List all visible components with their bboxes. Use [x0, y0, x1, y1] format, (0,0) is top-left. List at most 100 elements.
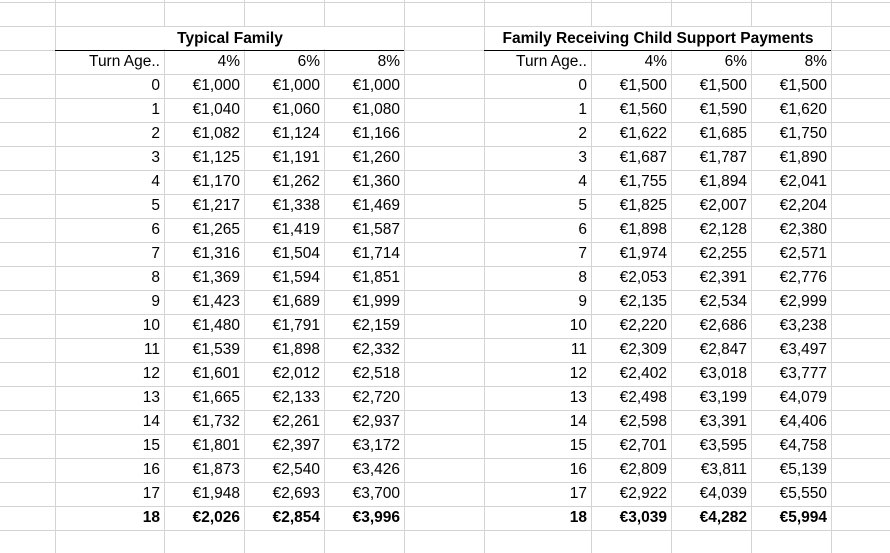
value-cell[interactable]: €2,571 — [779, 245, 827, 262]
value-cell[interactable]: €1,999 — [352, 293, 400, 310]
value-cell[interactable]: €3,391 — [699, 413, 747, 430]
value-cell[interactable]: €1,360 — [352, 173, 400, 190]
value-cell[interactable]: €1,000 — [352, 77, 400, 94]
value-cell[interactable]: €1,000 — [192, 77, 240, 94]
header-rate[interactable]: 4% — [644, 53, 667, 70]
value-cell[interactable]: €1,082 — [192, 125, 240, 142]
value-cell[interactable]: €3,777 — [779, 365, 827, 382]
value-cell[interactable]: €1,125 — [192, 149, 240, 166]
value-cell[interactable]: €1,590 — [699, 101, 747, 118]
value-cell[interactable]: €2,999 — [779, 293, 827, 310]
header-rate[interactable]: 6% — [297, 53, 320, 70]
value-cell[interactable]: €1,825 — [619, 197, 667, 214]
age-cell[interactable]: 12 — [142, 365, 160, 382]
age-cell[interactable]: 13 — [569, 389, 587, 406]
value-cell[interactable]: €5,550 — [779, 485, 827, 502]
value-cell[interactable]: €1,974 — [619, 245, 667, 262]
age-cell[interactable]: 1 — [578, 101, 587, 118]
value-cell[interactable]: €2,598 — [619, 413, 667, 430]
age-cell[interactable]: 4 — [578, 173, 587, 190]
age-cell[interactable]: 11 — [570, 341, 587, 358]
value-cell[interactable]: €2,701 — [619, 437, 667, 454]
age-cell[interactable]: 16 — [569, 461, 587, 478]
value-cell[interactable]: €1,898 — [619, 221, 667, 238]
value-cell[interactable]: €1,217 — [192, 197, 240, 214]
value-cell[interactable]: €1,689 — [272, 293, 320, 310]
value-cell[interactable]: €1,469 — [352, 197, 400, 214]
value-cell[interactable]: €1,873 — [192, 461, 240, 478]
age-cell[interactable]: 7 — [151, 245, 160, 262]
value-cell[interactable]: €5,994 — [779, 509, 827, 526]
value-cell[interactable]: €1,338 — [272, 197, 320, 214]
value-cell[interactable]: €2,720 — [352, 389, 400, 406]
table-title[interactable]: Typical Family — [56, 27, 404, 49]
value-cell[interactable]: €2,007 — [699, 197, 747, 214]
table-title[interactable]: Family Receiving Child Support Payments — [485, 27, 831, 49]
age-cell[interactable]: 2 — [578, 125, 587, 142]
value-cell[interactable]: €2,332 — [352, 341, 400, 358]
age-cell[interactable]: 6 — [578, 221, 587, 238]
value-cell[interactable]: €2,255 — [699, 245, 747, 262]
value-cell[interactable]: €2,380 — [779, 221, 827, 238]
value-cell[interactable]: €1,755 — [619, 173, 667, 190]
header-rate[interactable]: 8% — [804, 53, 827, 70]
value-cell[interactable]: €1,732 — [192, 413, 240, 430]
age-cell[interactable]: 18 — [142, 509, 160, 526]
age-cell[interactable]: 8 — [151, 269, 160, 286]
header-rate[interactable]: 6% — [724, 53, 747, 70]
age-cell[interactable]: 11 — [143, 341, 160, 358]
value-cell[interactable]: €1,166 — [352, 125, 400, 142]
value-cell[interactable]: €1,665 — [192, 389, 240, 406]
value-cell[interactable]: €3,172 — [352, 437, 400, 454]
value-cell[interactable]: €2,809 — [619, 461, 667, 478]
age-cell[interactable]: 17 — [569, 485, 587, 502]
value-cell[interactable]: €4,079 — [779, 389, 827, 406]
header-turn-age[interactable]: Turn Age.. — [516, 53, 587, 70]
header-rate[interactable]: 4% — [217, 53, 240, 70]
value-cell[interactable]: €2,133 — [272, 389, 320, 406]
value-cell[interactable]: €1,369 — [192, 269, 240, 286]
value-cell[interactable]: €1,898 — [272, 341, 320, 358]
value-cell[interactable]: €5,139 — [779, 461, 827, 478]
value-cell[interactable]: €2,026 — [192, 509, 240, 526]
value-cell[interactable]: €1,265 — [192, 221, 240, 238]
age-cell[interactable]: 0 — [151, 77, 160, 94]
age-cell[interactable]: 15 — [142, 437, 160, 454]
value-cell[interactable]: €4,282 — [699, 509, 747, 526]
age-cell[interactable]: 8 — [578, 269, 587, 286]
age-cell[interactable]: 14 — [569, 413, 587, 430]
value-cell[interactable]: €1,262 — [272, 173, 320, 190]
age-cell[interactable]: 18 — [569, 509, 587, 526]
value-cell[interactable]: €1,480 — [192, 317, 240, 334]
value-cell[interactable]: €3,996 — [352, 509, 400, 526]
value-cell[interactable]: €1,601 — [192, 365, 240, 382]
age-cell[interactable]: 9 — [578, 293, 587, 310]
value-cell[interactable]: €2,498 — [619, 389, 667, 406]
age-cell[interactable]: 7 — [578, 245, 587, 262]
value-cell[interactable]: €2,397 — [272, 437, 320, 454]
value-cell[interactable]: €1,170 — [192, 173, 240, 190]
age-cell[interactable]: 5 — [151, 197, 160, 214]
value-cell[interactable]: €1,714 — [352, 245, 400, 262]
value-cell[interactable]: €2,391 — [699, 269, 747, 286]
value-cell[interactable]: €1,504 — [272, 245, 320, 262]
value-cell[interactable]: €1,890 — [779, 149, 827, 166]
age-cell[interactable]: 16 — [142, 461, 160, 478]
value-cell[interactable]: €1,948 — [192, 485, 240, 502]
value-cell[interactable]: €2,540 — [272, 461, 320, 478]
age-cell[interactable]: 3 — [151, 149, 160, 166]
value-cell[interactable]: €3,039 — [619, 509, 667, 526]
value-cell[interactable]: €1,587 — [352, 221, 400, 238]
value-cell[interactable]: €1,500 — [619, 77, 667, 94]
value-cell[interactable]: €1,080 — [352, 101, 400, 118]
value-cell[interactable]: €1,500 — [699, 77, 747, 94]
value-cell[interactable]: €4,758 — [779, 437, 827, 454]
value-cell[interactable]: €2,159 — [352, 317, 400, 334]
age-cell[interactable]: 12 — [569, 365, 587, 382]
value-cell[interactable]: €3,497 — [779, 341, 827, 358]
value-cell[interactable]: €1,622 — [619, 125, 667, 142]
age-cell[interactable]: 5 — [578, 197, 587, 214]
age-cell[interactable]: 4 — [151, 173, 160, 190]
value-cell[interactable]: €1,560 — [619, 101, 667, 118]
age-cell[interactable]: 2 — [151, 125, 160, 142]
